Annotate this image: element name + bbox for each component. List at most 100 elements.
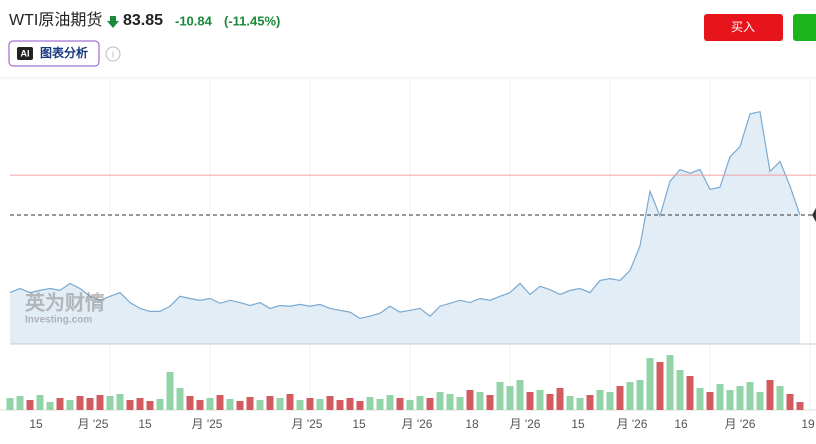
volume-bar bbox=[586, 395, 594, 410]
x-tick-label: 月 '25 bbox=[78, 417, 109, 431]
info-icon-glyph: i bbox=[112, 50, 114, 61]
volume-bar bbox=[486, 395, 494, 410]
volume-bar bbox=[626, 382, 634, 410]
price-line bbox=[9, 110, 801, 320]
volume-bar bbox=[706, 392, 714, 410]
volume-bar bbox=[166, 372, 174, 410]
volume-bar bbox=[36, 395, 44, 410]
volume-bar bbox=[76, 396, 84, 410]
volume-bar bbox=[116, 394, 124, 410]
volume-bar bbox=[766, 380, 774, 410]
buy-button[interactable]: 买入 bbox=[704, 14, 783, 41]
x-tick-label: 月 '25 bbox=[292, 417, 323, 431]
volume-bar bbox=[666, 355, 674, 410]
volume-bar bbox=[696, 388, 704, 410]
volume-bar bbox=[126, 400, 134, 410]
volume-bar bbox=[6, 398, 14, 410]
volume-bar bbox=[416, 396, 424, 410]
volume-bar bbox=[456, 397, 464, 410]
x-tick-label: 15 bbox=[29, 417, 43, 431]
price: 83.85 bbox=[123, 12, 163, 29]
volume-bar bbox=[106, 396, 114, 410]
volume-bar bbox=[356, 401, 364, 410]
volume-bar bbox=[146, 401, 154, 410]
volume-bar bbox=[186, 396, 194, 410]
volume-bar bbox=[306, 398, 314, 410]
volume-bar bbox=[266, 396, 274, 410]
volume-bar bbox=[206, 398, 214, 410]
volume-bar bbox=[26, 400, 34, 410]
volume-bar bbox=[526, 392, 534, 410]
volume-bar bbox=[226, 399, 234, 410]
buy-button-label: 买入 bbox=[731, 20, 755, 34]
down-arrow bbox=[107, 16, 119, 28]
x-tick-label: 月 '25 bbox=[192, 417, 223, 431]
x-tick-label: 月 '26 bbox=[617, 417, 648, 431]
volume-bar bbox=[736, 386, 744, 410]
volume-bar bbox=[216, 395, 224, 410]
sell-button[interactable] bbox=[793, 14, 816, 41]
volume-bar bbox=[256, 400, 264, 410]
volume-bar bbox=[746, 382, 754, 410]
volume-bar bbox=[276, 398, 284, 410]
volume-bar bbox=[476, 392, 484, 410]
x-tick-label: 月 '26 bbox=[510, 417, 541, 431]
info-icon[interactable] bbox=[105, 46, 121, 62]
volume-bar bbox=[536, 390, 544, 410]
volume-bar bbox=[616, 386, 624, 410]
volume-bar bbox=[556, 388, 564, 410]
volume-bar bbox=[596, 390, 604, 410]
volume-bar bbox=[66, 400, 74, 410]
volume-bar bbox=[406, 400, 414, 410]
x-tick-label: 15 bbox=[138, 417, 152, 431]
volume-bar bbox=[686, 376, 694, 410]
volume-bar bbox=[796, 402, 804, 410]
volume-bar bbox=[386, 395, 394, 410]
volume-bar bbox=[436, 392, 444, 410]
volume-bar bbox=[366, 397, 374, 410]
volume-bar bbox=[716, 384, 724, 410]
volume-bar bbox=[786, 394, 794, 410]
volume-bar bbox=[516, 380, 524, 410]
volume-bar bbox=[56, 398, 64, 410]
volume-bar bbox=[46, 402, 54, 410]
change: -10.84 bbox=[175, 13, 213, 28]
watermark-brand: 英为财情 bbox=[25, 290, 105, 314]
volume-bar bbox=[496, 382, 504, 410]
volume-bar bbox=[466, 390, 474, 410]
volume-bar bbox=[296, 400, 304, 410]
volume-bar bbox=[156, 399, 164, 410]
volume-bar bbox=[726, 390, 734, 410]
volume-bar bbox=[426, 398, 434, 410]
plot: 15 月 '25 15 月 '25 月 '25 15 月 '26 18 月 '26 15 月 '26… bbox=[0, 80, 816, 431]
x-tick-label: 15 bbox=[352, 417, 366, 431]
volume-bar bbox=[676, 370, 684, 410]
volume-bar bbox=[316, 399, 324, 410]
volume-bar bbox=[96, 395, 104, 410]
x-tick-label: 月 '26 bbox=[402, 417, 433, 431]
volume-bar bbox=[506, 386, 514, 410]
ai-badge-bg bbox=[17, 47, 33, 60]
volume-bar bbox=[566, 396, 574, 410]
volume-bar bbox=[376, 399, 384, 410]
x-tick-label: 月 '26 bbox=[725, 417, 756, 431]
x-tick-label: 18 bbox=[465, 417, 479, 431]
volume-bar bbox=[236, 401, 244, 410]
last-price-marker bbox=[812, 208, 816, 223]
volume-bar bbox=[246, 397, 254, 410]
ai-button[interactable]: AI 图表分析 bbox=[8, 40, 100, 67]
volume-bar bbox=[286, 394, 294, 410]
volume-bar bbox=[396, 398, 404, 410]
volume-bar bbox=[756, 392, 764, 410]
volume-bar bbox=[16, 396, 24, 410]
volume-bar bbox=[176, 388, 184, 410]
volume-bar bbox=[86, 398, 94, 410]
ai-badge: AI bbox=[21, 48, 30, 58]
instrument-title: WTI原油期货 bbox=[9, 11, 102, 29]
volume-bar bbox=[446, 394, 454, 410]
volume-bar bbox=[546, 394, 554, 410]
volume-bar bbox=[196, 400, 204, 410]
volume-bar bbox=[576, 398, 584, 410]
